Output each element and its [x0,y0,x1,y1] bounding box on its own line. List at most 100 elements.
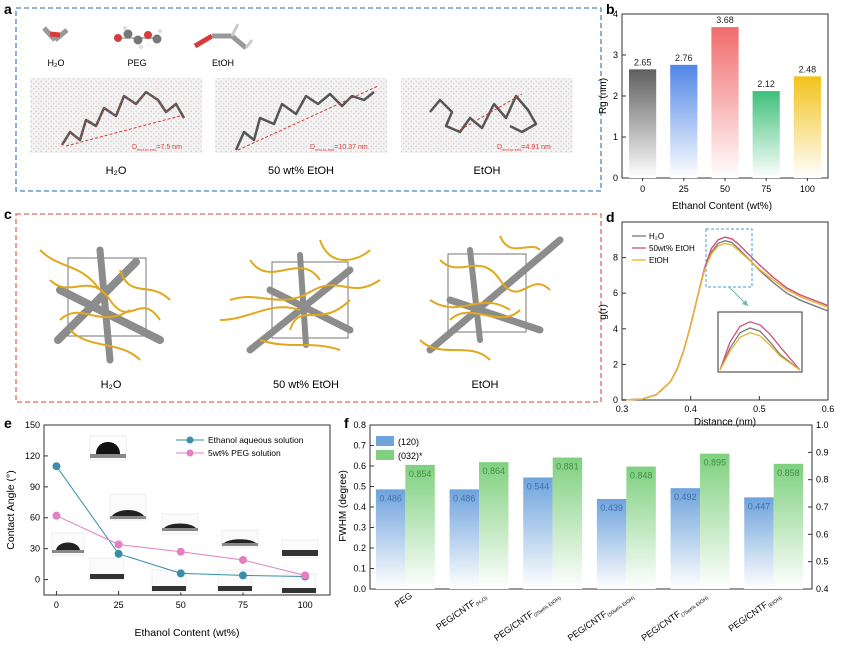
panel-c: c H₂O 50 wt% EtOH EtOH [4,206,602,403]
b-ytick-label-1: 1 [613,132,618,142]
chart-d-xlabel: Distance (nm) [694,417,756,428]
f-xtick-sub-4: (75wt% EtOH) [680,595,710,618]
droplet-peg-50 [161,513,199,535]
bar-b-3 [752,91,780,178]
chart-f-ylabel: FWHM (degree) [338,470,349,542]
bar-b-4 [793,76,821,178]
zoom-arrowhead [742,300,748,306]
bar-f-032-label-2: 0.881 [556,462,579,472]
f-xtick-label-3: PEG/CNTF(50wt% EtOH) [566,590,637,644]
droplet-images [51,435,319,595]
d-ytick-label-2: 4 [613,324,618,334]
d-inset-series-2 [719,332,801,371]
f-xtick-sub-5: (EtOH) [767,595,783,609]
panel-a: a H₂O PEG EtOH [4,1,602,192]
f-xtick-main-0: PEG [393,590,414,609]
bar-f-120-label-2: 0.544 [527,481,550,491]
cntf-model-50etoh [219,239,381,354]
f-ytick-label-8: 0.8 [353,420,366,430]
d-ytick-label-1: 2 [613,359,618,369]
legend-e-ethanol-marker [186,436,194,444]
peg-molecule-icon [114,26,162,49]
chart-e-xlabel: Ethanol Content (wt%) [134,627,239,639]
d-inset-series-1 [719,321,801,371]
bar-f-032-4 [700,453,730,589]
e-ytick-label-4: 120 [25,451,40,461]
b-ytick-label-3: 3 [613,50,618,60]
legend-e-peg: 5wt% PEG solution [208,448,281,458]
droplet-ethanol-100 [281,573,317,595]
bar-f-120-label-4: 0.492 [674,492,697,502]
e-point-0-3 [238,571,247,580]
f-y2tick-label-1: 0.5 [816,557,829,567]
d-letter-1: D [132,144,137,151]
molecule-label-etoh: EtOH [212,58,234,68]
bar-f-120-label-5: 0.447 [748,501,771,511]
e-ytick-label-5: 150 [25,420,40,430]
droplet-ethanol-75 [217,569,253,593]
e-point-1-2 [176,547,185,556]
b-xtick-label-4: 100 [800,184,815,194]
bar-f-120-2 [523,477,553,589]
caption-c-h2o: H₂O [101,379,122,391]
panel-e: e 0 30 60 90 120 150 0 25 50 75 100 [4,415,331,639]
legend-d-h2o: H₂O [649,232,664,241]
b-xtick-label-3: 75 [761,184,771,194]
panel-letter-b: b [606,1,615,17]
f-xtick-main-2: PEG/CNTF [492,608,535,643]
f-xtick-main-4: PEG/CNTF [639,608,682,643]
e-xtick-label-3: 75 [238,600,248,610]
panel-letter-a: a [4,1,12,17]
caption-a-h2o: H₂O [106,165,127,177]
e-xtick-label-2: 50 [176,600,186,610]
legend-f-120-swatch [376,436,394,446]
f-xtick-label-1: PEG/CNTF(H₂O) [434,590,489,633]
svg-text:Dend-to-end=10.37 nm: Dend-to-end=10.37 nm [310,144,368,152]
panel-d: d 0 2 4 6 8 0.3 0.4 0.5 0.6 H₂O 50wt% EtOH EtOH… [598,209,834,428]
bar-f-120-5 [744,497,774,589]
bar-f-032-label-0: 0.854 [409,469,432,479]
f-ytick-label-3: 0.3 [353,523,366,533]
f-y2tick-label-3: 0.7 [816,502,829,512]
d-series-2 [621,242,829,401]
chart-b-xlabel: Ethanol Content (wt%) [672,201,772,212]
droplet-ethanol-0 [89,435,127,461]
d-ytick-label-3: 6 [613,288,618,298]
legend-f-120: (120) [398,437,419,447]
bar-f-032-label-4: 0.895 [703,458,726,468]
e-point-0-0 [52,462,61,471]
b-ytick-label-2: 2 [613,91,618,101]
f-ytick-label-5: 0.5 [353,482,366,492]
d-ytick-label-4: 8 [613,253,618,263]
chart-d-ylabel: g(r) [598,304,609,320]
b-xtick-label-0: 0 [640,184,645,194]
e-point-1-0 [52,511,61,520]
legend-e-ethanol: Ethanol aqueous solution [208,435,304,445]
cntf-model-h2o [39,246,171,364]
bar-b-label-4: 2.48 [799,64,817,74]
cntf-model-etoh [419,235,564,361]
molecule-label-h2o: H₂O [48,58,65,68]
bar-b-label-1: 2.76 [675,53,693,63]
panel-letter-f: f [344,415,349,431]
d-xtick-label-2: 0.5 [753,404,766,414]
panel-letter-e: e [4,415,12,431]
panel-a-frame [15,7,602,192]
d-xtick-label-3: 0.6 [822,404,835,414]
legend-d-50etoh: 50wt% EtOH [649,244,695,253]
f-ytick-label-6: 0.6 [353,461,366,471]
droplet-ethanol-25 [89,557,125,581]
e-xtick-label-0: 0 [54,600,59,610]
svg-text:Dend-to-end=4.91 nm: Dend-to-end=4.91 nm [497,144,551,152]
e-point-0-2 [176,569,185,578]
f-xtick-main-5: PEG/CNTF [727,599,770,634]
f-xtick-sub-3: (50wt% EtOH) [607,595,637,618]
bar-f-120-0 [375,489,406,589]
chart-e-frame [43,424,331,596]
b-ytick-label-0: 0 [613,173,618,183]
e-xtick-label-1: 25 [114,600,124,610]
droplet-peg-0 [51,532,85,556]
b-ytick-label-4: 4 [613,9,618,19]
